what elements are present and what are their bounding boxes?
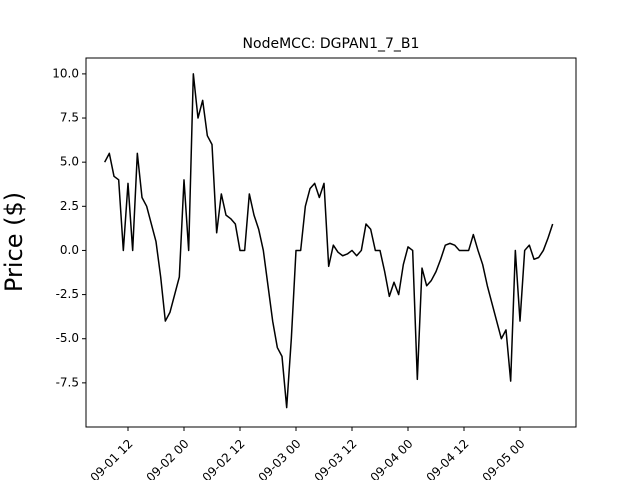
- price-line: [104, 73, 554, 409]
- x-tick-label: 09-04 12: [424, 437, 472, 480]
- x-tick-label: 09-02 00: [144, 437, 192, 480]
- y-tick-label: 0.0: [60, 243, 79, 257]
- y-tick-label: 7.5: [60, 111, 79, 125]
- y-tick-label: -5.0: [56, 331, 79, 345]
- y-tick-label: -2.5: [56, 287, 79, 301]
- y-axis-label: Price ($): [0, 192, 28, 292]
- y-tick-label: 2.5: [60, 199, 79, 213]
- chart-title: NodeMCC: DGPAN1_7_B1: [243, 36, 420, 52]
- x-tick-label: 09-03 12: [312, 437, 360, 480]
- x-tick-label: 09-04 00: [368, 437, 416, 480]
- plot-frame: [85, 57, 577, 428]
- x-tick-label: 09-05 00: [480, 437, 528, 480]
- x-tick-label: 09-01 12: [88, 437, 136, 480]
- y-tick-label: 10.0: [52, 66, 79, 80]
- y-tick-label: 5.0: [60, 155, 79, 169]
- x-tick-label: 09-02 12: [200, 437, 248, 480]
- x-tick-label: 09-03 00: [256, 437, 304, 480]
- y-tick-label: -7.5: [56, 375, 79, 389]
